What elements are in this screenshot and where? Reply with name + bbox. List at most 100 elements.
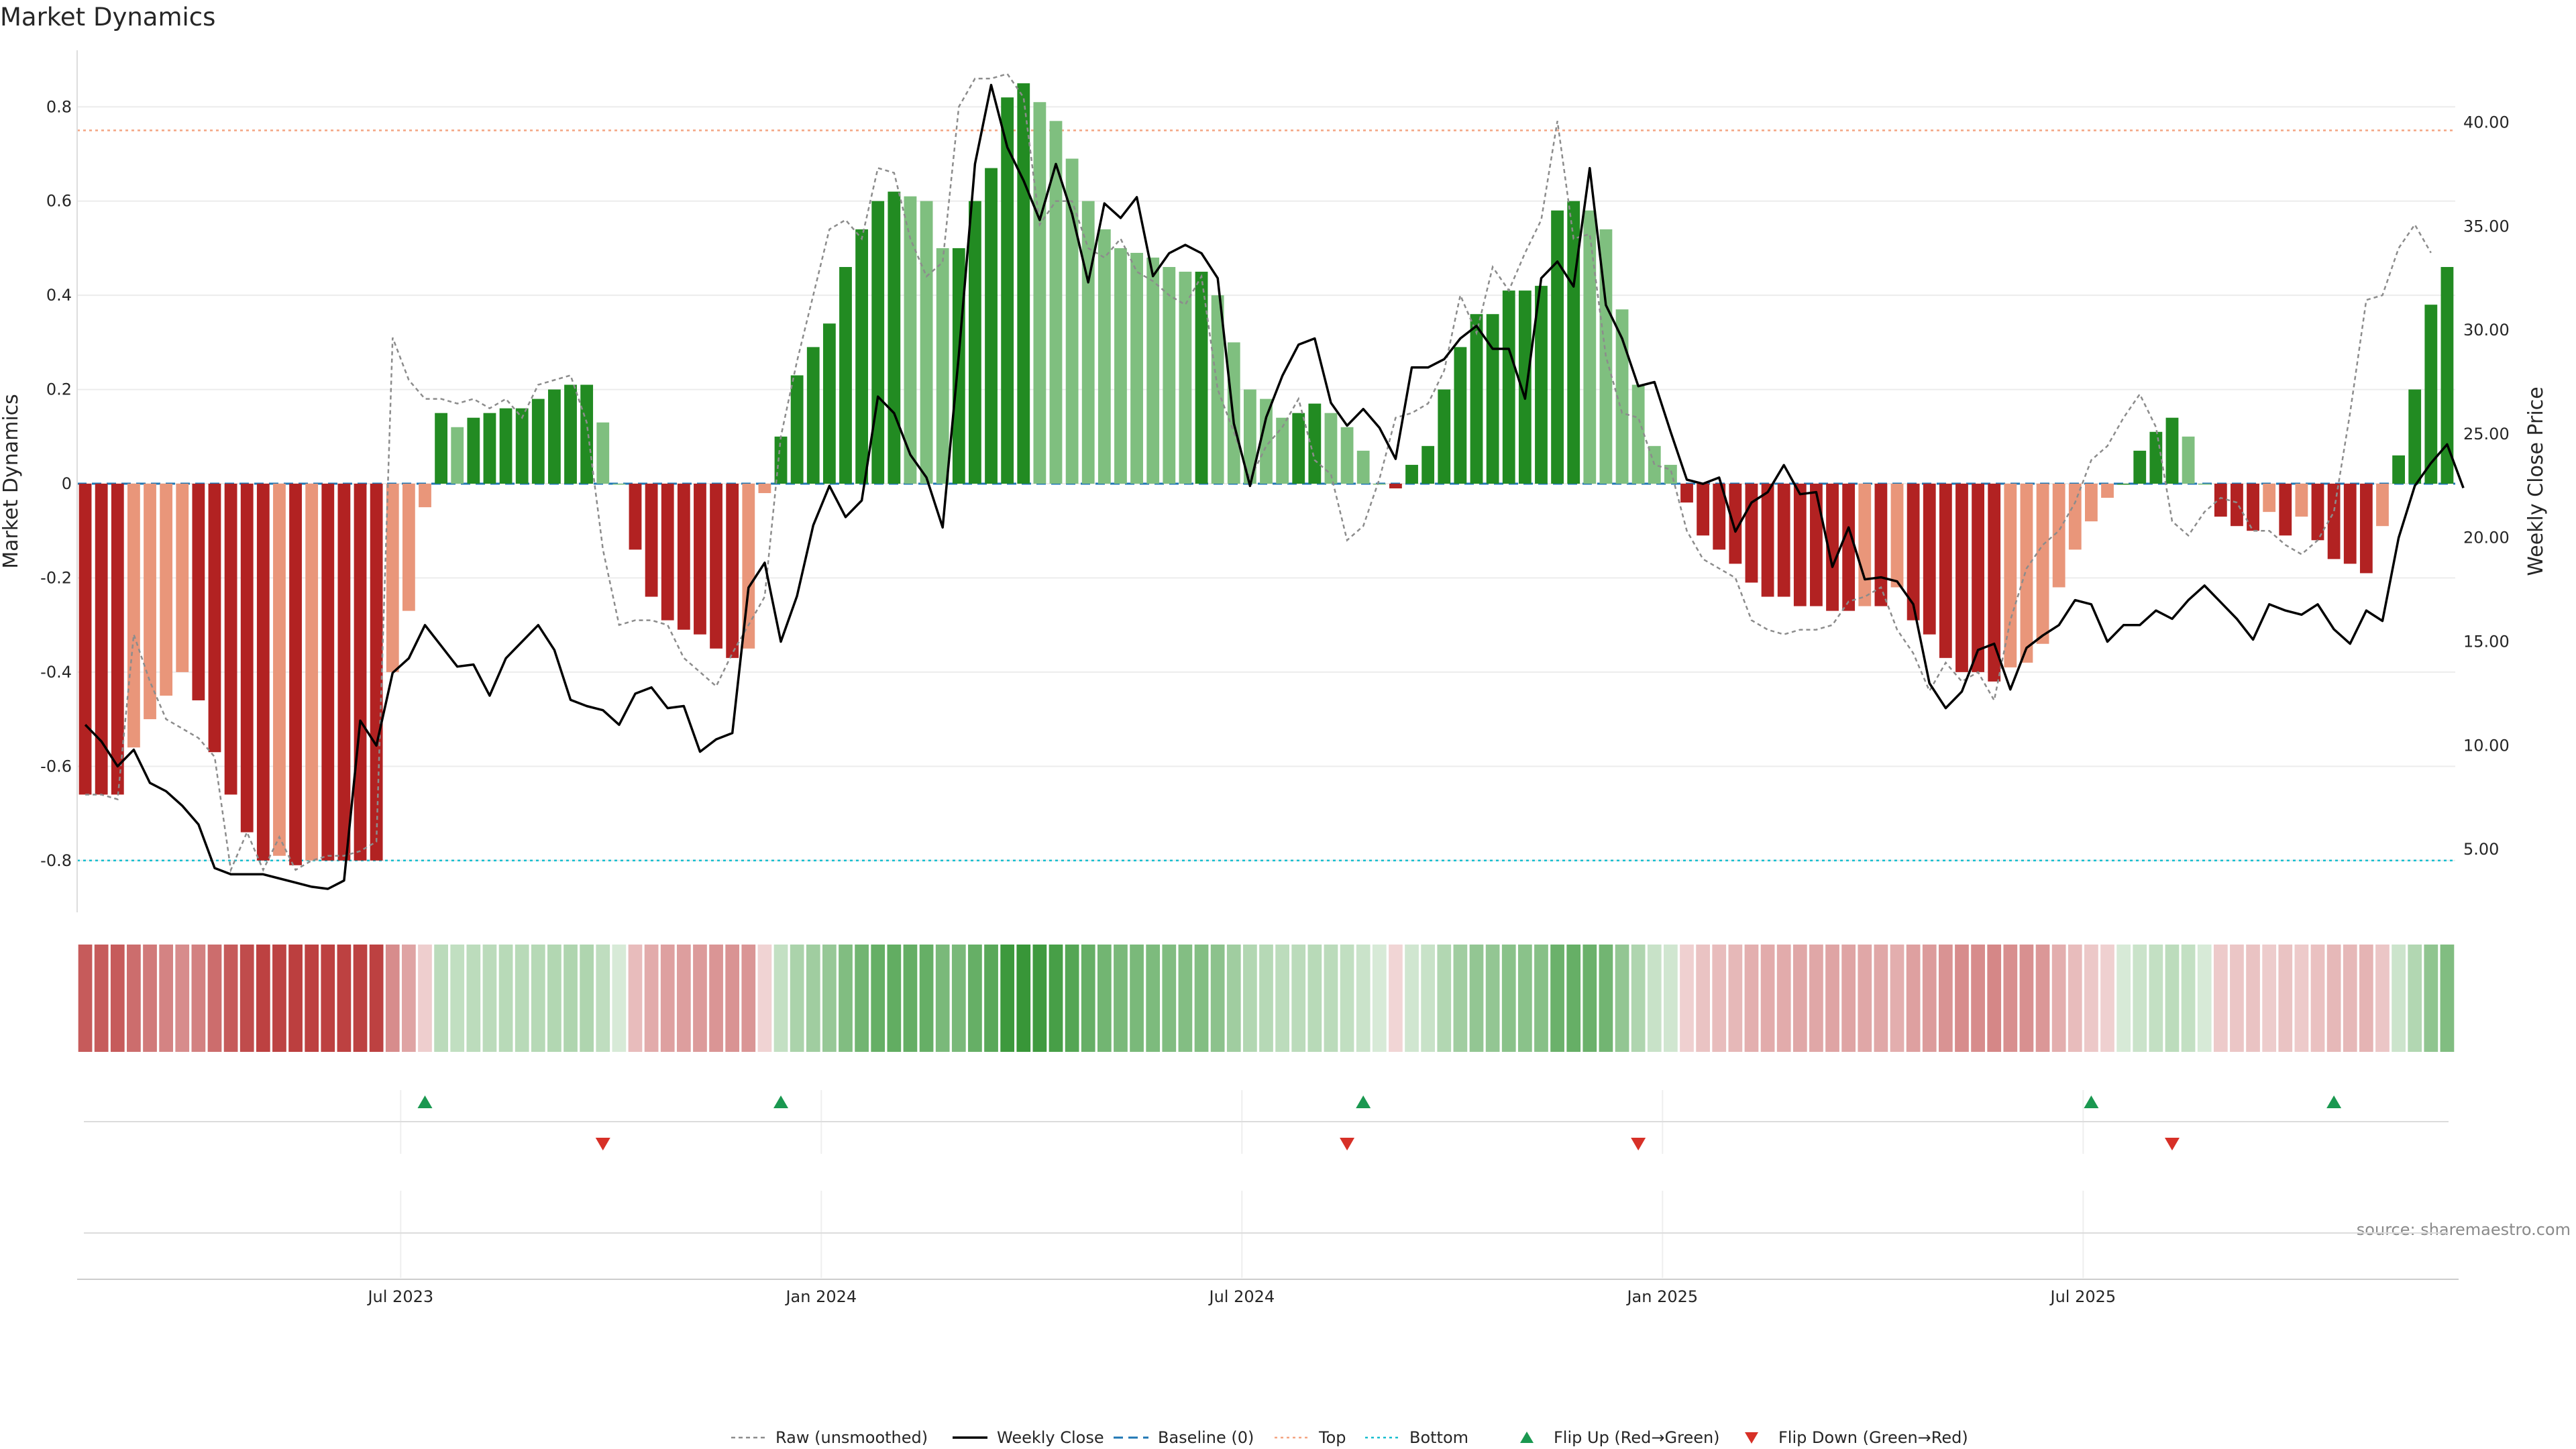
heat-cell xyxy=(903,945,918,1052)
heat-cell xyxy=(1210,945,1225,1052)
heat-cell xyxy=(418,945,432,1052)
heat-cell xyxy=(1469,945,1484,1052)
heat-cell xyxy=(2294,945,2309,1052)
dynamics-bar xyxy=(985,168,998,484)
dynamics-bar xyxy=(289,484,302,865)
heat-strip xyxy=(78,945,2455,1052)
heat-cell xyxy=(2424,945,2438,1052)
dynamics-bar xyxy=(127,484,140,748)
heat-cell xyxy=(1874,945,1888,1052)
dynamics-bar xyxy=(1551,210,1564,484)
heat-cell xyxy=(402,945,416,1052)
heat-cell xyxy=(1858,945,1872,1052)
heat-cell xyxy=(2181,945,2196,1052)
dynamics-bar xyxy=(144,484,156,720)
heat-cell xyxy=(2149,945,2163,1052)
raw-series-line xyxy=(85,72,2432,873)
heat-cell xyxy=(839,945,853,1052)
dynamics-bar xyxy=(1599,229,1613,484)
dynamics-bar xyxy=(806,347,820,484)
heat-cell xyxy=(2262,945,2277,1052)
heat-cell xyxy=(1130,945,1144,1052)
dynamics-bar xyxy=(531,398,545,484)
dynamics-bar xyxy=(321,484,335,861)
heat-cell xyxy=(2116,945,2131,1052)
dynamics-bar xyxy=(1713,484,1726,550)
heat-cell xyxy=(369,945,384,1052)
dynamics-bar xyxy=(386,484,399,672)
x-tick-label: Jul 2025 xyxy=(2049,1287,2116,1306)
dynamics-bar xyxy=(2068,484,2082,550)
heat-cell xyxy=(1517,945,1532,1052)
heat-cell xyxy=(1744,945,1759,1052)
heat-cell xyxy=(2343,945,2357,1052)
y-tick-label: 0.2 xyxy=(46,380,72,399)
dynamics-bar xyxy=(790,375,804,484)
heat-cell xyxy=(385,945,400,1052)
heat-cell xyxy=(1599,945,1613,1052)
dynamics-bar xyxy=(1438,389,1451,484)
heat-cell xyxy=(2084,945,2098,1052)
heat-cell xyxy=(288,945,303,1052)
heat-cell xyxy=(1615,945,1629,1052)
flip-up-marker xyxy=(2326,1095,2342,1108)
flip-down-marker xyxy=(1340,1138,1355,1150)
dynamics-bar xyxy=(904,196,917,484)
legend-label: Flip Down (Green→Red) xyxy=(1778,1428,1968,1447)
heat-cell xyxy=(871,945,885,1052)
heat-cell xyxy=(919,945,934,1052)
heat-cell xyxy=(515,945,529,1052)
heat-cell xyxy=(305,945,319,1052)
dynamics-bar xyxy=(1729,484,1742,564)
dynamics-bar xyxy=(1260,398,1273,484)
dynamics-bar xyxy=(2279,484,2292,536)
heat-cell xyxy=(822,945,837,1052)
dynamics-bar xyxy=(1777,484,1790,597)
dynamics-bar xyxy=(774,436,788,484)
heat-cell xyxy=(175,945,190,1052)
heat-cell xyxy=(2019,945,2034,1052)
dynamics-bar xyxy=(1615,309,1629,484)
y-tick-label: -0.2 xyxy=(40,568,72,587)
heat-cell xyxy=(1065,945,1079,1052)
dynamics-bar xyxy=(2359,484,2373,574)
dynamics-bar xyxy=(2263,484,2276,513)
dynamics-bar xyxy=(419,484,431,508)
heat-cell xyxy=(596,945,610,1052)
heat-cell xyxy=(1760,945,1775,1052)
legend-swatch-flip-down xyxy=(1745,1432,1758,1444)
heat-cell xyxy=(110,945,125,1052)
heat-cell xyxy=(2213,945,2228,1052)
dynamics-bar xyxy=(2408,389,2422,484)
heat-cell xyxy=(725,945,740,1052)
heat-cell xyxy=(741,945,756,1052)
heat-cell xyxy=(1647,945,1662,1052)
heat-cell xyxy=(2392,945,2406,1052)
dynamics-bar xyxy=(451,427,464,484)
dynamics-bar xyxy=(2149,431,2163,484)
y2-tick-label: 5.00 xyxy=(2463,840,2499,859)
heat-cell xyxy=(1162,945,1177,1052)
heat-cell xyxy=(482,945,497,1052)
dynamics-bar xyxy=(822,323,836,484)
flip-down-marker xyxy=(595,1138,610,1150)
y-tick-label: -0.8 xyxy=(40,851,72,870)
dynamics-bar xyxy=(1972,484,1984,672)
y-tick-label: 0.8 xyxy=(46,97,72,116)
heat-cell xyxy=(1809,945,1823,1052)
heat-cell xyxy=(1194,945,1209,1052)
heat-cell xyxy=(676,945,691,1052)
heat-cell xyxy=(531,945,545,1052)
heat-cell xyxy=(1178,945,1193,1052)
y2-tick-label: 15.00 xyxy=(2463,633,2510,651)
dynamics-bar xyxy=(920,201,933,484)
dynamics-bar xyxy=(2424,305,2438,484)
dynamics-bar xyxy=(2117,484,2131,485)
dynamics-bar xyxy=(1097,229,1111,484)
dynamics-bar xyxy=(1389,484,1402,489)
heat-cell xyxy=(1389,945,1403,1052)
dynamics-bar xyxy=(1874,484,1888,606)
heat-cell xyxy=(1776,945,1791,1052)
dynamics-bar xyxy=(192,484,205,701)
